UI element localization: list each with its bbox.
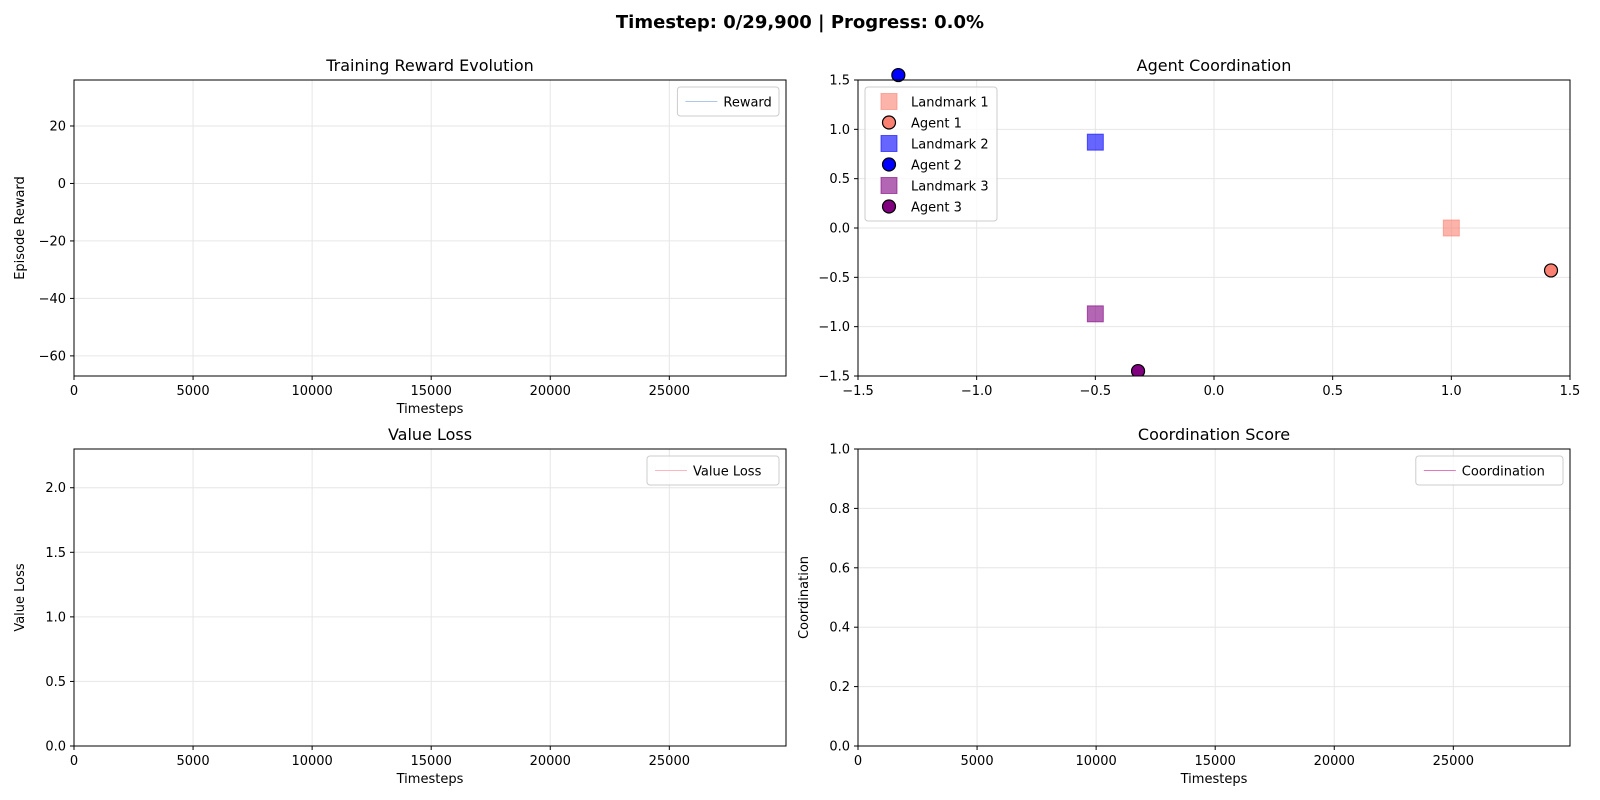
axes-frame [857,448,1571,747]
legend-circle-handle [881,115,897,130]
subplot-title: Training Reward Evolution [325,56,534,75]
x-tick-label: 25000 [1433,754,1474,769]
y-tick-label: 0.8 [829,502,850,517]
axes-frame [73,79,787,377]
x-tick-label: 5000 [961,754,994,769]
legend-label: Agent 1 [911,117,962,132]
x-axis-label: Timesteps [1180,772,1248,787]
landmark-marker [1442,219,1460,237]
legend-label: Agent 3 [911,201,962,216]
agent-marker [891,68,906,83]
data-layer [891,68,1559,376]
subplot-3: 0 5000 10000 15000 20000 25000 0.0 0.5 1.0 1.5 2.0… [13,425,787,787]
legend-square-handle [880,135,898,152]
landmark-marker [1086,133,1104,151]
legend-frame [1415,455,1564,486]
figure-suptitle: Timestep: 0/29,900 | Progress: 0.0% [615,12,985,33]
y-tick-label: −1.5 [818,370,850,385]
legend-circle-handle [881,157,897,172]
x-tick-label: 15000 [1195,754,1236,769]
y-tick-label: 1.5 [45,546,66,561]
legend: Reward [676,86,780,117]
y-tick-label: 20 [49,119,66,134]
legend-frame [676,86,780,117]
x-tick-label: 10000 [1075,754,1116,769]
x-tick-label: 1.5 [1560,384,1581,399]
legend: Coordination [1415,455,1564,486]
x-tick-label: 0 [70,754,78,769]
x-tick-label: 0.0 [1204,384,1225,399]
x-tick-label: 20000 [530,754,571,769]
y-axis-label: Episode Reward [13,176,28,280]
y-tick-label: 0 [58,177,66,192]
legend-square-handle [880,93,898,110]
x-tick-label: 20000 [530,384,571,399]
y-tick-label: 0.5 [45,675,66,690]
legend-frame [864,86,998,222]
x-tick-label: 5000 [177,754,210,769]
legend: Landmark 1 Agent 1 Landmark 2 Agent 2 Landma… [864,86,998,222]
legend: Value Loss [646,455,780,486]
y-axis-label: Coordination [797,556,812,639]
y-tick-label: 1.0 [829,123,850,138]
legend-frame [646,455,780,486]
x-tick-label: 25000 [649,384,690,399]
y-tick-label: 0.5 [829,172,850,187]
y-tick-label: −60 [39,349,66,364]
agent-marker [1543,263,1559,278]
x-tick-label: 5000 [177,384,210,399]
y-tick-label: 2.0 [45,481,66,496]
x-tick-label: −1.5 [842,384,874,399]
legend-label: Landmark 2 [911,138,989,153]
y-tick-label: 0.0 [829,740,850,755]
x-tick-label: 20000 [1314,754,1355,769]
agent-marker [1130,363,1146,376]
subplot-title: Agent Coordination [1137,56,1292,75]
y-tick-label: 1.0 [45,610,66,625]
y-tick-label: 0.0 [45,740,66,755]
y-tick-label: 1.0 [829,443,850,458]
y-axis-label: Value Loss [13,563,28,632]
x-tick-label: −0.5 [1080,384,1112,399]
y-tick-label: 0.6 [829,561,850,576]
y-tick-label: 0.2 [829,680,850,695]
legend-label: Reward [723,96,771,111]
y-tick-label: −0.5 [818,271,850,286]
subplot-1: 0 5000 10000 15000 20000 25000 −60 −40 −20 0 20 Tra… [13,56,787,417]
y-tick-label: 0.4 [829,621,850,636]
y-tick-label: −20 [39,234,66,249]
subplot-title: Value Loss [388,425,472,444]
legend-circle-handle [881,199,897,214]
axes-frame [73,448,787,747]
x-axis-label: Timesteps [396,402,464,417]
legend-label: Landmark 3 [911,180,989,195]
subplot-4: 0 5000 10000 15000 20000 25000 0.0 0.2 0.4 0.6 0.8… [797,425,1571,787]
x-axis-label: Timesteps [396,772,464,787]
landmark-marker [1086,305,1104,323]
x-tick-label: 0 [70,384,78,399]
x-tick-label: 10000 [291,754,332,769]
x-tick-label: −1.0 [961,384,993,399]
x-tick-label: 10000 [291,384,332,399]
x-tick-label: 15000 [411,384,452,399]
legend-label: Coordination [1462,465,1545,480]
legend-label: Agent 2 [911,159,962,174]
y-tick-label: 1.5 [829,74,850,89]
y-tick-label: −1.0 [818,320,850,335]
x-tick-label: 0 [854,754,862,769]
y-tick-label: −40 [39,292,66,307]
x-tick-label: 1.0 [1441,384,1462,399]
x-tick-label: 15000 [411,754,452,769]
axes-frame [857,79,1571,377]
y-tick-label: 0.0 [829,222,850,237]
legend-label: Landmark 1 [911,96,989,111]
subplot-2: −1.5 −1.0 −0.5 0.0 0.5 1.0 1.5 −1.5 −1.0 −0.5 0.0 0… [818,56,1580,399]
subplot-title: Coordination Score [1138,425,1290,444]
legend-label: Value Loss [693,465,762,480]
legend-square-handle [880,177,898,194]
x-tick-label: 0.5 [1322,384,1343,399]
x-tick-label: 25000 [649,754,690,769]
